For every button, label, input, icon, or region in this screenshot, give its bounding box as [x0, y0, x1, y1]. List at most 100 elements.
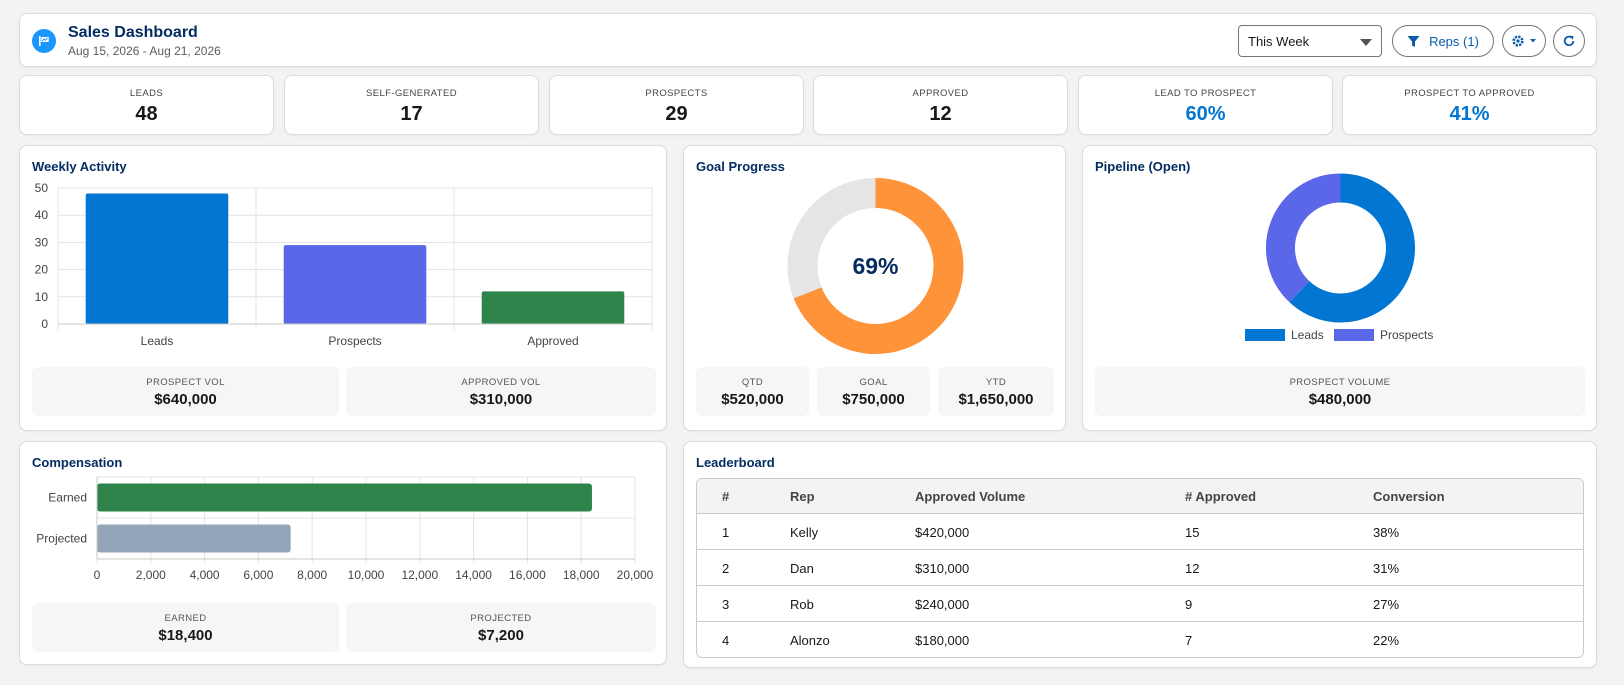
column-header-conversion[interactable]: Conversion	[1373, 489, 1445, 504]
cell-approved-count: 9	[1185, 597, 1193, 612]
stat-value: $520,000	[721, 391, 784, 408]
kpi-value: 29	[665, 103, 688, 125]
gear-icon	[1512, 35, 1524, 47]
stat-label: GOAL	[859, 377, 888, 388]
cell-rank: 1	[722, 525, 730, 540]
leaderboard-title: Leaderboard	[696, 455, 775, 470]
leaderboard-table: # Rep Approved Volume # Approved Convers…	[696, 478, 1584, 658]
goal-percent-label: 69%	[852, 253, 898, 279]
goal-stat: GOAL $750,000	[817, 367, 930, 416]
kpi-lead-to-prospect: LEAD TO PROSPECT 60%	[1078, 75, 1333, 135]
cell-rep: Alonzo	[790, 633, 830, 648]
legend-label-leads: Leads	[1291, 328, 1324, 342]
cell-conversion: 22%	[1373, 633, 1400, 648]
y-tick-label: Projected	[36, 532, 87, 546]
cell-rank: 2	[722, 561, 730, 576]
x-tick-label: 20,000	[617, 568, 654, 582]
earned-stat: EARNED $18,400	[32, 603, 339, 652]
table-row[interactable]: 3 Rob $240,000 9 27%	[697, 585, 1583, 621]
stat-label: EARNED	[164, 613, 207, 624]
kpi-self-generated: SELF-GENERATED 17	[284, 75, 539, 135]
bar-approved	[481, 291, 625, 324]
compensation-title: Compensation	[32, 455, 123, 470]
column-header-approved-count[interactable]: # Approved	[1185, 489, 1257, 504]
stat-value: $640,000	[154, 391, 217, 408]
x-tick-label: 8,000	[297, 568, 327, 582]
x-tick-label: 18,000	[563, 568, 600, 582]
kpi-leads: LEADS 48	[19, 75, 274, 135]
refresh-icon	[1563, 35, 1575, 47]
x-tick-label: 2,000	[136, 568, 166, 582]
y-tick-label: 0	[41, 317, 48, 331]
x-tick-label: Prospects	[328, 334, 381, 348]
weekly-activity-title: Weekly Activity	[32, 159, 127, 174]
refresh-button[interactable]	[1553, 25, 1585, 57]
dashboard-flag-icon	[32, 29, 56, 53]
x-tick-label: 0	[94, 568, 101, 582]
legend-label-prospects: Prospects	[1380, 328, 1433, 342]
period-select-value: This Week	[1248, 33, 1310, 49]
kpi-label: PROSPECTS	[645, 88, 708, 99]
leaderboard-card: Leaderboard # Rep Approved Volume # Appr…	[683, 441, 1597, 668]
filter-icon	[1407, 35, 1420, 47]
x-tick-label: 14,000	[455, 568, 492, 582]
prospect-volume-stat: PROSPECT VOLUME $480,000	[1095, 367, 1585, 416]
bar-earned	[97, 483, 592, 512]
goal-progress-card: Goal Progress 69% QTD $520,000 GOAL $750…	[683, 145, 1066, 431]
cell-conversion: 31%	[1373, 561, 1400, 576]
x-tick-label: 10,000	[348, 568, 385, 582]
period-select[interactable]: This Week	[1238, 25, 1382, 57]
x-tick-label: 4,000	[190, 568, 220, 582]
pipeline-donut: Leads Prospects	[1245, 173, 1433, 342]
chevron-down-icon	[1530, 39, 1536, 43]
stat-value: $1,650,000	[958, 391, 1034, 408]
page-title: Sales Dashboard	[68, 24, 198, 41]
stat-label: YTD	[985, 377, 1007, 388]
table-row[interactable]: 2 Dan $310,000 12 31%	[697, 549, 1583, 585]
approved-vol-stat: APPROVED VOL $310,000	[346, 367, 656, 416]
cell-rep: Rob	[790, 597, 814, 612]
kpi-label: APPROVED	[912, 88, 969, 99]
x-tick-label: Approved	[527, 334, 578, 348]
stat-label: APPROVED VOL	[461, 377, 541, 388]
goal-progress-title: Goal Progress	[696, 159, 785, 174]
table-row[interactable]: 4 Alonzo $180,000 7 22%	[697, 621, 1583, 657]
ytd-stat: YTD $1,650,000	[938, 367, 1054, 416]
donut-remaining-slice	[787, 178, 877, 299]
y-tick-label: 30	[35, 235, 49, 249]
reps-filter-button[interactable]: Reps (1)	[1392, 25, 1494, 57]
column-header-approved-volume[interactable]: Approved Volume	[915, 489, 1026, 504]
stat-value: $480,000	[1308, 391, 1372, 408]
stat-label: PROSPECT VOL	[146, 377, 225, 388]
stat-value: $7,200	[478, 627, 524, 644]
bar-prospects	[283, 245, 427, 324]
table-header-row: # Rep Approved Volume # Approved Convers…	[697, 479, 1583, 513]
cell-approved-count: 15	[1185, 525, 1200, 540]
donut-progress-slice	[793, 178, 964, 354]
prospect-vol-stat: PROSPECT VOL $640,000	[32, 367, 339, 416]
date-range: Aug 15, 2026 - Aug 21, 2026	[68, 44, 221, 58]
bar-leads	[85, 193, 229, 324]
kpi-label: LEADS	[129, 88, 164, 99]
column-header-rank[interactable]: #	[722, 489, 730, 504]
stat-label: QTD	[741, 377, 764, 388]
goal-progress-donut: 69%	[787, 178, 964, 354]
column-header-rep[interactable]: Rep	[790, 489, 815, 504]
y-tick-label: 20	[35, 263, 49, 277]
kpi-label: PROSPECT TO APPROVED	[1404, 88, 1535, 99]
cell-rep: Kelly	[790, 525, 819, 540]
donut-prospects-slice	[1266, 173, 1342, 303]
kpi-value: 41%	[1449, 103, 1490, 125]
projected-stat: PROJECTED $7,200	[346, 603, 656, 652]
kpi-prospects: PROSPECTS 29	[549, 75, 804, 135]
stat-label: PROJECTED	[470, 613, 532, 624]
stat-value: $18,400	[158, 627, 213, 644]
kpi-approved: APPROVED 12	[813, 75, 1068, 135]
kpi-label: LEAD TO PROSPECT	[1154, 88, 1257, 99]
table-row[interactable]: 1 Kelly $420,000 15 38%	[697, 513, 1583, 549]
cell-rep: Dan	[790, 561, 814, 576]
kpi-value: 17	[400, 103, 423, 125]
kpi-prospect-to-approved: PROSPECT TO APPROVED 41%	[1342, 75, 1597, 135]
settings-menu-button[interactable]	[1502, 25, 1546, 57]
cell-approved-count: 7	[1185, 633, 1193, 648]
